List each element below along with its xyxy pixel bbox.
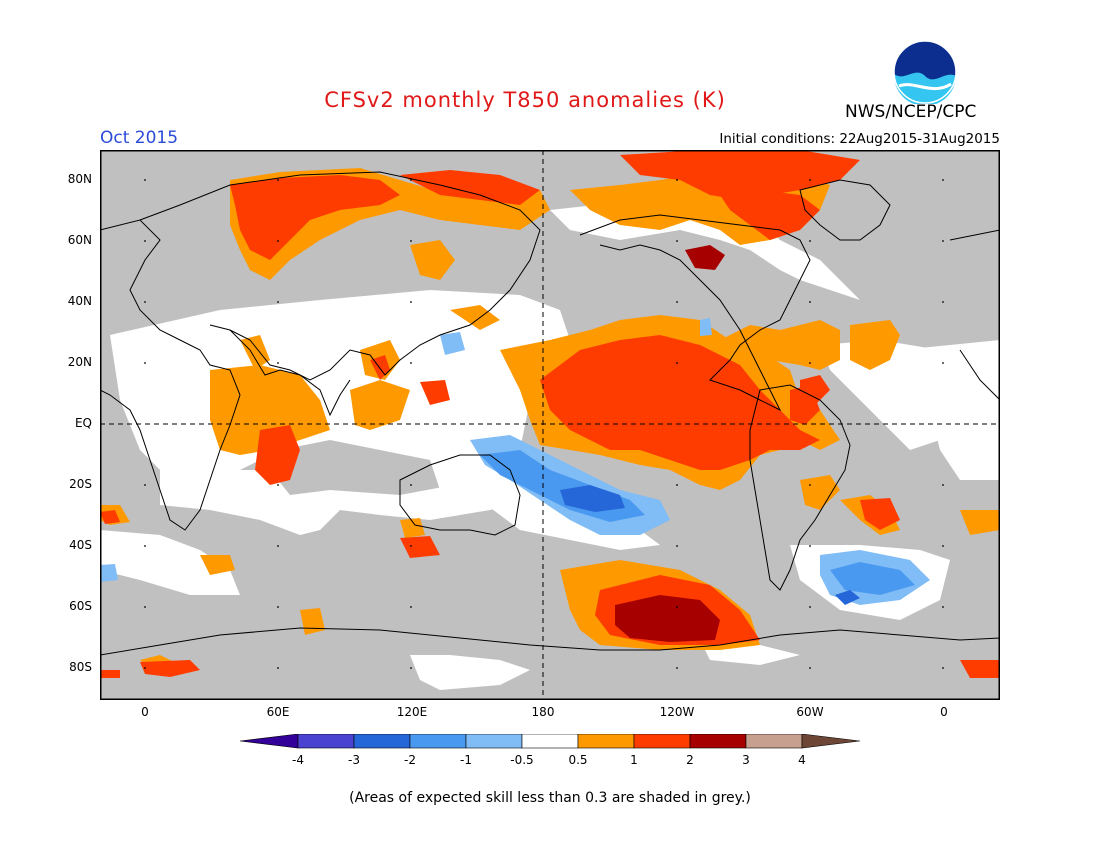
coastlines <box>100 171 1000 656</box>
colorbar-bin <box>297 734 355 749</box>
colorbar-ticks: -4 -3 -2 -1 -0.5 0.5 1 2 3 4 <box>292 753 806 767</box>
colorbar-bin <box>689 734 747 749</box>
colorbar-tick: -1 <box>460 753 472 767</box>
grid-dot <box>676 545 678 547</box>
lon-label: 0 <box>141 705 149 719</box>
lon-label: 60W <box>796 705 824 719</box>
grid-dot <box>942 240 944 242</box>
noaa-logo <box>893 40 957 104</box>
grid-dots <box>144 179 944 669</box>
grid-dot <box>942 484 944 486</box>
lon-label: 120E <box>396 705 428 719</box>
grid-dot <box>942 667 944 669</box>
grid-dot <box>277 484 279 486</box>
lon-label: 60E <box>266 705 290 719</box>
colorbar-tick: 3 <box>742 753 750 767</box>
colorbar-tick: 0.5 <box>568 753 587 767</box>
colorbar-bin <box>465 734 523 749</box>
grid-dot <box>277 362 279 364</box>
colorbar-tick: -4 <box>292 753 304 767</box>
colorbar-bin <box>633 734 691 749</box>
grid-dot <box>809 667 811 669</box>
grid-dot <box>144 301 146 303</box>
grid-dot <box>942 606 944 608</box>
grid-dot <box>809 606 811 608</box>
grid-dot <box>809 484 811 486</box>
colorbar-tick: -2 <box>404 753 416 767</box>
anomaly-map <box>100 150 1000 700</box>
colorbar-tick: 1 <box>630 753 638 767</box>
map-title: CFSv2 monthly T850 anomalies (K) <box>324 88 726 112</box>
grid-dot <box>277 240 279 242</box>
map-frame <box>100 150 1000 700</box>
forecast-month: Oct 2015 <box>100 128 179 148</box>
grid-dot <box>144 240 146 242</box>
grid-dot <box>410 179 412 181</box>
grid-dot <box>410 667 412 669</box>
grid-dot <box>676 362 678 364</box>
colorbar-tick: 2 <box>686 753 694 767</box>
lon-label: 0 <box>940 705 948 719</box>
grid-dot <box>144 545 146 547</box>
lat-label: 80N <box>67 172 92 186</box>
grid-dot <box>676 240 678 242</box>
grid-dot <box>676 301 678 303</box>
grid-dot <box>410 301 412 303</box>
colorbar-bin <box>353 734 411 749</box>
skill-footnote: (Areas of expected skill less than 0.3 a… <box>349 790 751 806</box>
grid-dot <box>144 606 146 608</box>
lat-label: EQ <box>74 416 92 430</box>
grid-dot <box>942 545 944 547</box>
lat-label: 20N <box>67 355 92 369</box>
colorbar-bin <box>745 734 803 749</box>
grid-dot <box>676 606 678 608</box>
anomaly-m3-m2 <box>560 485 860 605</box>
grid-dot <box>809 240 811 242</box>
grid-dot <box>277 545 279 547</box>
colorbar-tick: 4 <box>798 753 806 767</box>
grid-dot <box>144 484 146 486</box>
grid-dot <box>410 240 412 242</box>
lat-label: 40S <box>69 538 92 552</box>
grid-dot <box>809 545 811 547</box>
grid-dot <box>144 179 146 181</box>
grid-dot <box>676 667 678 669</box>
grid-dot <box>942 362 944 364</box>
colorbar-bin <box>521 734 579 749</box>
colorbar: -4 -3 -2 -1 -0.5 0.5 1 2 3 4 <box>240 734 860 767</box>
grid-dot <box>144 362 146 364</box>
grid-dot <box>410 545 412 547</box>
colorbar-tick: -3 <box>348 753 360 767</box>
grid-dot <box>942 179 944 181</box>
colorbar-bin <box>577 734 635 749</box>
lon-label: 180 <box>531 705 555 719</box>
colorbar-bin <box>409 734 467 749</box>
grid-dot <box>410 606 412 608</box>
grid-dot <box>277 667 279 669</box>
grid-dot <box>942 301 944 303</box>
lat-label: 20S <box>69 477 92 491</box>
grid-dot <box>144 667 146 669</box>
grid-dot <box>277 606 279 608</box>
lat-label: 80S <box>69 660 92 674</box>
colorbar-tick: -0.5 <box>510 753 533 767</box>
lat-label: 40N <box>67 294 92 308</box>
grid-dot <box>809 179 811 181</box>
grid-dot <box>277 179 279 181</box>
grid-dot <box>277 301 279 303</box>
grid-dot <box>410 362 412 364</box>
agency-label: NWS/NCEP/CPC <box>845 102 977 122</box>
grid-dot <box>410 484 412 486</box>
anomaly-2-3 <box>615 245 725 642</box>
grid-dot <box>809 362 811 364</box>
lat-label: 60S <box>69 599 92 613</box>
initial-conditions: Initial conditions: 22Aug2015-31Aug2015 <box>719 131 1000 147</box>
colorbar-arrow-high <box>801 734 860 749</box>
grid-dot <box>676 484 678 486</box>
lon-label: 120W <box>659 705 695 719</box>
lat-label: 60N <box>67 233 92 247</box>
grid-dot <box>809 301 811 303</box>
colorbar-arrow-low <box>240 734 299 749</box>
grid-dot <box>676 179 678 181</box>
